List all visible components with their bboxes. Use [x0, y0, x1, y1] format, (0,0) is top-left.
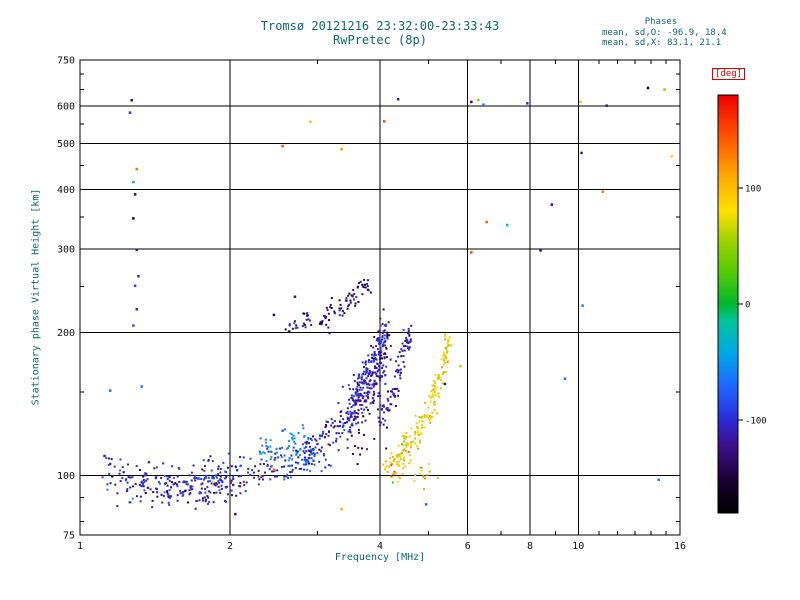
svg-text:10: 10	[572, 541, 584, 552]
svg-text:600: 600	[57, 102, 75, 113]
svg-text:300: 300	[57, 245, 75, 256]
svg-text:100: 100	[745, 184, 761, 194]
svg-text:-100: -100	[745, 417, 767, 427]
svg-text:0: 0	[745, 301, 750, 311]
x-axis-label: Frequency [MHz]	[334, 552, 426, 563]
phase-stats-o-line: mean, sd,O: -96.9, 18.4	[602, 28, 727, 38]
phase-stats-x-line: mean, sd,X: 83.1, 21.1	[602, 38, 722, 48]
y-axis-label: Stationary phase Virtual Height [km]	[30, 188, 42, 406]
svg-text:4: 4	[377, 541, 383, 552]
svg-text:75: 75	[63, 531, 75, 542]
svg-text:750: 750	[57, 56, 75, 67]
svg-text:500: 500	[57, 139, 75, 150]
svg-text:2: 2	[227, 541, 233, 552]
svg-text:6: 6	[465, 541, 471, 552]
svg-text:200: 200	[57, 328, 75, 339]
svg-text:16: 16	[674, 541, 686, 552]
plot-title: Tromsø 20121216 23:32:00-23:33:43	[260, 19, 500, 33]
plot-subtitle: RwPretec (8p)	[333, 33, 427, 47]
svg-text:100: 100	[57, 471, 75, 482]
svg-text:400: 400	[57, 185, 75, 196]
colorbar-units-label: [deg]	[712, 68, 746, 80]
svg-text:8: 8	[527, 541, 533, 552]
svg-text:1: 1	[77, 541, 83, 552]
phase-stats-header: Phases	[644, 17, 678, 27]
